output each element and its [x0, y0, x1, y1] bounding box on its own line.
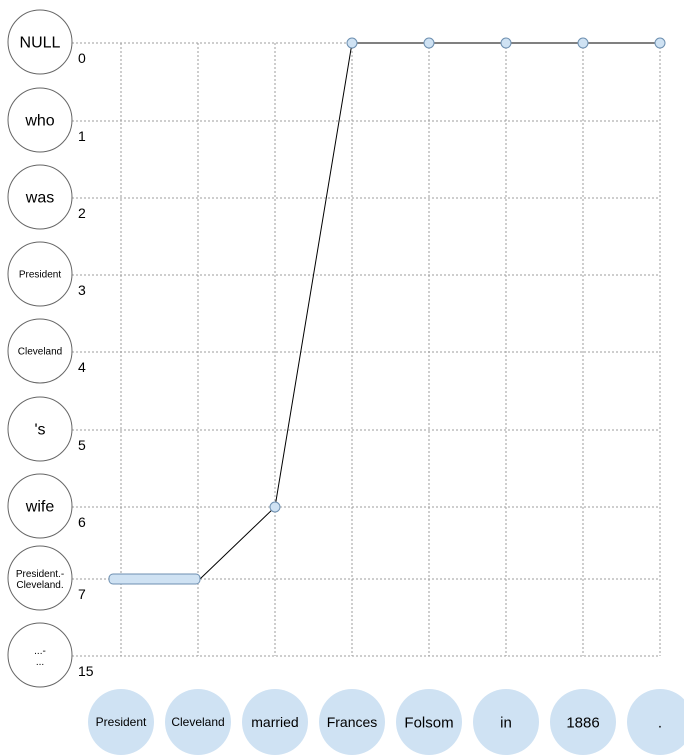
source-token-label: NULL: [20, 35, 61, 52]
source-token-label: Cleveland: [18, 347, 62, 358]
target-token-circle: [473, 689, 539, 755]
target-token-circle: [319, 689, 385, 755]
source-index: 15: [78, 663, 94, 679]
source-index: 2: [78, 205, 86, 221]
target-token-circle: [550, 689, 616, 755]
source-token-circle: [7, 545, 73, 611]
alignment-node: [346, 37, 358, 49]
alignment-line: [199, 42, 660, 580]
target-token: Folsom: [396, 689, 462, 755]
target-token-circle: [165, 689, 231, 755]
target-token-label: Frances: [327, 714, 378, 730]
source-token-label: Cleveland.: [16, 580, 63, 591]
source-token-label: ...-: [34, 646, 46, 657]
source-token-label: wife: [25, 499, 55, 516]
source-token-circle: [7, 473, 73, 539]
source-index: 1: [78, 128, 86, 144]
source-token: wife: [7, 473, 73, 539]
source-token-label: President.-: [16, 569, 64, 580]
alignment-node: [654, 37, 666, 49]
source-index: 4: [78, 359, 86, 375]
source-token-label: President: [19, 270, 61, 281]
source-token-label: 's: [34, 422, 45, 439]
source-token: President: [7, 241, 73, 307]
target-token-circle: [396, 689, 462, 755]
source-token: Cleveland: [7, 318, 73, 384]
target-token-circle: [627, 689, 684, 755]
source-index: 6: [78, 514, 86, 530]
target-token-label: in: [500, 714, 512, 731]
source-index: 3: [78, 282, 86, 298]
target-token-circle: [242, 689, 308, 755]
source-token: 's: [7, 396, 73, 462]
target-token: Frances: [319, 689, 385, 755]
target-token-label: Cleveland: [171, 715, 224, 729]
source-token-label: who: [24, 113, 54, 130]
source-token-label: ...: [36, 657, 44, 668]
alignment-node: [269, 501, 281, 513]
alignment-span-node: [108, 573, 201, 585]
source-token: ...-...: [7, 622, 73, 688]
alignment-path: [108, 37, 666, 585]
source-token-circle: [7, 241, 73, 307]
source-token: was: [7, 164, 73, 230]
source-index: 0: [78, 50, 86, 66]
target-token: Cleveland: [165, 689, 231, 755]
source-token: who: [7, 87, 73, 153]
source-token: NULL: [7, 9, 73, 75]
target-token-label: President: [96, 715, 147, 729]
target-columns: President Cleveland married Frances Folsom in…: [88, 689, 684, 755]
alignment-node: [423, 37, 435, 49]
source-index: 5: [78, 437, 86, 453]
alignment-node: [577, 37, 589, 49]
target-token: 1886: [550, 689, 616, 755]
target-token: in: [473, 689, 539, 755]
target-token-label: married: [251, 714, 298, 730]
source-index: 7: [78, 586, 86, 602]
source-token-circle: [7, 396, 73, 462]
source-token-circle: [7, 622, 73, 688]
source-token-circle: [7, 318, 73, 384]
source-token-circle: [7, 9, 73, 75]
grid: [44, 42, 661, 657]
target-token: .: [627, 689, 684, 755]
target-token-circle: [88, 689, 154, 755]
target-token-label: 1886: [566, 714, 599, 731]
target-token-label: .: [658, 714, 662, 731]
source-token-label: was: [25, 190, 54, 207]
source-token-circle: [7, 87, 73, 153]
source-rows: NULL 0 who 1 was 2 President 3 Cleveland 4 's 5 wife…: [7, 9, 94, 688]
target-token: President: [88, 689, 154, 755]
source-token: President.-Cleveland.: [7, 545, 73, 611]
target-token: married: [242, 689, 308, 755]
target-token-label: Folsom: [404, 714, 453, 731]
alignment-node: [500, 37, 512, 49]
source-token-circle: [7, 164, 73, 230]
